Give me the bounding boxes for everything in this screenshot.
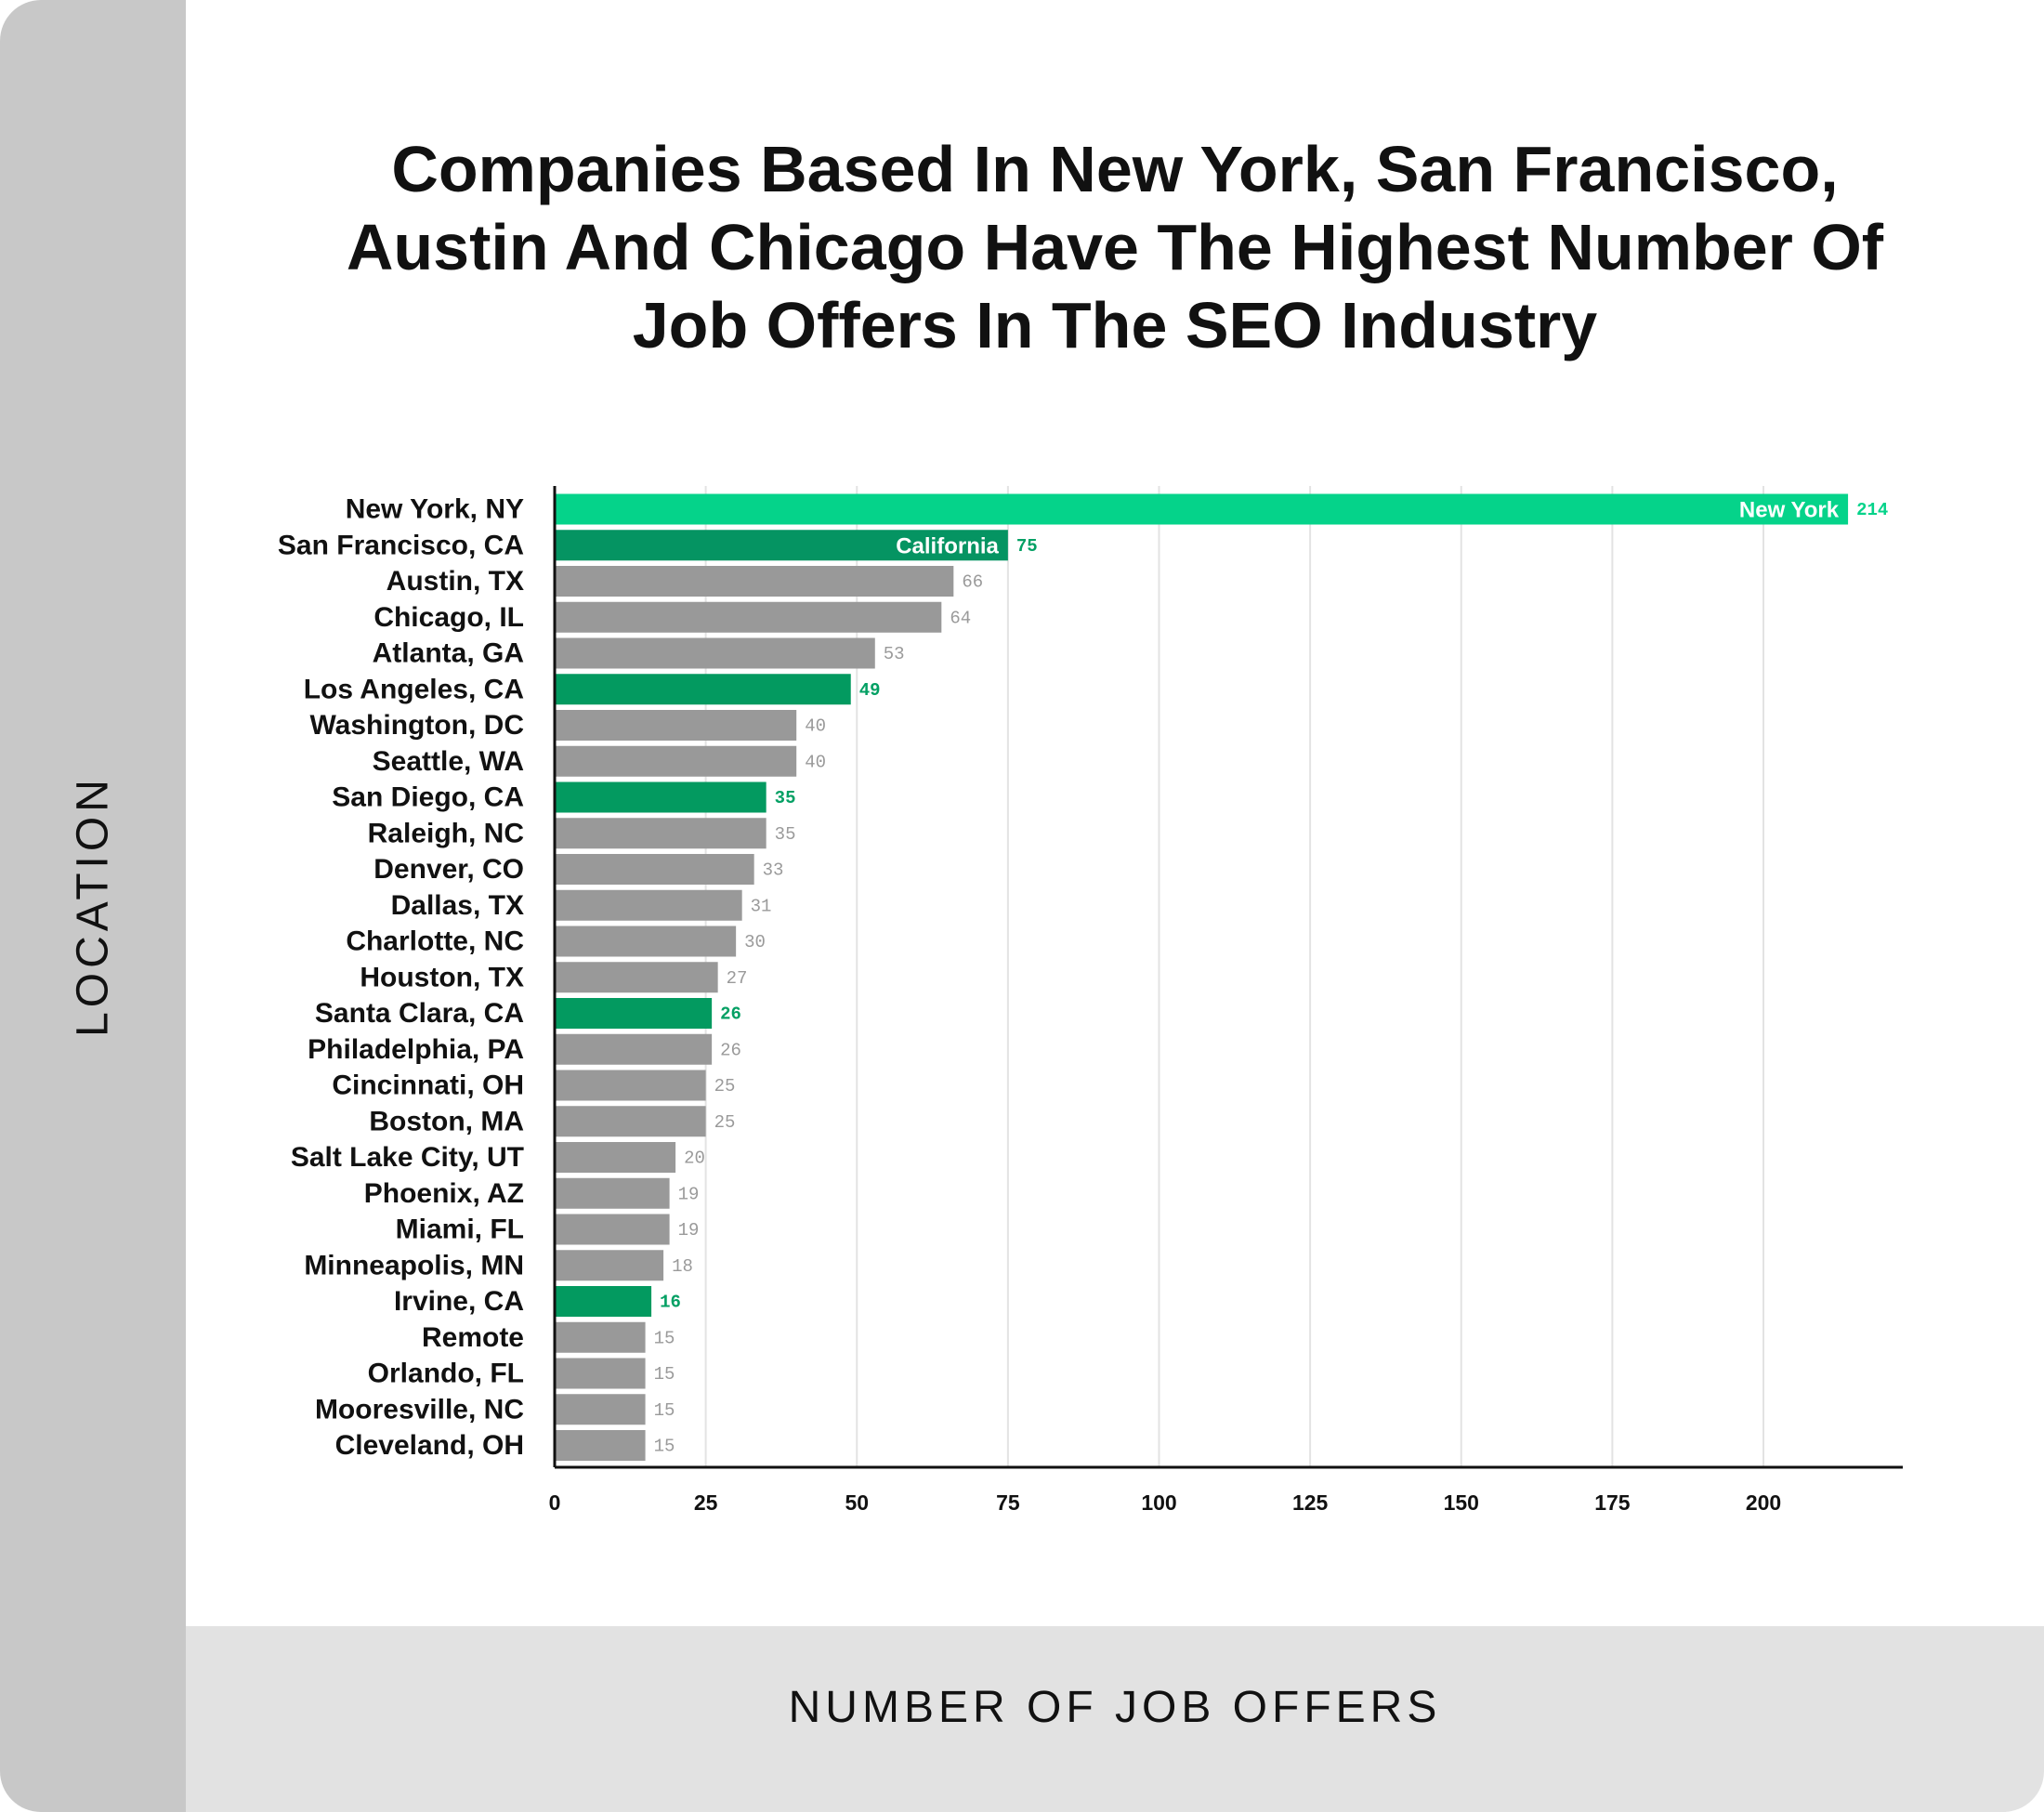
x-tick-label: 75 <box>996 1490 1020 1515</box>
category-label: Denver, CO <box>373 854 524 885</box>
category-label: Cleveland, OH <box>335 1430 524 1461</box>
bar <box>555 1142 676 1173</box>
value-label: 25 <box>714 1076 736 1096</box>
value-label: 16 <box>660 1293 681 1313</box>
value-label: 15 <box>654 1364 675 1385</box>
category-label: Miami, FL <box>396 1215 524 1245</box>
category-label: Chicago, IL <box>373 602 524 633</box>
chart-title: Companies Based In New York, San Francis… <box>346 133 1884 361</box>
bar <box>555 1250 664 1281</box>
bar <box>555 745 797 777</box>
category-label: Mooresville, NC <box>315 1394 524 1425</box>
bar <box>555 530 1008 561</box>
category-label: Charlotte, NC <box>346 926 524 957</box>
x-tick-label: 200 <box>1746 1490 1781 1515</box>
value-label: 64 <box>950 608 971 628</box>
value-label: 35 <box>775 824 796 845</box>
x-tick-label: 50 <box>845 1490 869 1515</box>
bar <box>555 601 942 633</box>
x-tick-label: 125 <box>1292 1490 1329 1515</box>
bottom-band <box>186 1626 2044 1812</box>
bar <box>555 926 737 957</box>
value-label: 214 <box>1856 500 1888 520</box>
bar <box>555 889 742 921</box>
value-label: 40 <box>805 752 826 772</box>
category-label: Washington, DC <box>309 710 524 741</box>
category-label: Phoenix, AZ <box>364 1178 524 1209</box>
bar <box>555 1106 706 1137</box>
value-label: 30 <box>744 932 766 952</box>
category-label: Austin, TX <box>387 566 524 597</box>
value-label: 19 <box>678 1220 700 1241</box>
value-label: 18 <box>672 1256 693 1277</box>
value-label: 19 <box>678 1184 700 1204</box>
bar <box>555 781 766 813</box>
bar-annotation: New York <box>1739 498 1840 523</box>
value-label: 26 <box>720 1004 741 1025</box>
bar-chart: New York, NY 214 San Francisco, CA 75 Austin… <box>278 486 1903 1515</box>
x-tick-label: 150 <box>1444 1490 1479 1515</box>
x-axis-label: NUMBER OF JOB OFFERS <box>788 1683 1442 1732</box>
bar <box>555 1177 670 1209</box>
category-label: Los Angeles, CA <box>304 674 524 704</box>
bar <box>555 1358 646 1389</box>
category-label: Philadelphia, PA <box>308 1034 524 1065</box>
category-label: Minneapolis, MN <box>304 1250 524 1280</box>
x-tick-label: 100 <box>1141 1490 1176 1515</box>
bar <box>555 710 797 741</box>
value-label: 66 <box>962 572 983 593</box>
value-label: 40 <box>805 716 826 737</box>
value-label: 26 <box>720 1040 741 1060</box>
x-tick-label: 25 <box>694 1490 718 1515</box>
x-tick-label: 0 <box>549 1490 561 1515</box>
side-band <box>0 0 186 1812</box>
value-label: 31 <box>751 896 772 916</box>
bar <box>555 1286 652 1317</box>
category-label: Atlanta, GA <box>373 638 524 669</box>
category-label: Orlando, FL <box>368 1359 524 1389</box>
value-label: 15 <box>654 1328 675 1348</box>
bar <box>555 962 718 993</box>
bar <box>555 1214 670 1245</box>
value-label: 53 <box>884 644 905 664</box>
bar <box>555 854 754 885</box>
value-label: 49 <box>859 680 881 701</box>
category-label: Boston, MA <box>369 1106 524 1136</box>
category-label: Remote <box>422 1322 524 1353</box>
category-label: Seattle, WA <box>373 746 524 777</box>
bar <box>555 637 875 669</box>
category-label: Irvine, CA <box>394 1286 524 1317</box>
category-label: Houston, TX <box>360 962 524 992</box>
bar <box>555 1033 713 1065</box>
value-label: 33 <box>763 860 784 881</box>
bar <box>555 1070 706 1101</box>
category-label: New York, NY <box>346 494 524 525</box>
value-label: 15 <box>654 1400 675 1421</box>
category-label: San Diego, CA <box>332 782 524 813</box>
category-label: Cincinnati, OH <box>332 1070 524 1101</box>
category-label: Salt Lake City, UT <box>291 1142 524 1173</box>
value-label: 27 <box>727 968 748 989</box>
bar <box>555 998 713 1029</box>
category-label: Dallas, TX <box>391 890 524 921</box>
value-label: 25 <box>714 1112 736 1133</box>
bar <box>555 818 766 849</box>
value-label: 20 <box>684 1149 705 1169</box>
value-label: 75 <box>1016 536 1038 557</box>
bar <box>555 674 851 705</box>
bar <box>555 1430 646 1461</box>
category-label: Raleigh, NC <box>368 818 524 848</box>
bar <box>555 566 954 597</box>
bar <box>555 1321 646 1353</box>
bar <box>555 493 1849 525</box>
category-label: San Francisco, CA <box>278 530 524 560</box>
category-label: Santa Clara, CA <box>315 998 524 1029</box>
bar-annotation: California <box>896 533 999 558</box>
bar <box>555 1394 646 1425</box>
value-label: 35 <box>775 788 796 808</box>
x-tick-label: 175 <box>1594 1490 1631 1515</box>
value-label: 15 <box>654 1437 675 1457</box>
